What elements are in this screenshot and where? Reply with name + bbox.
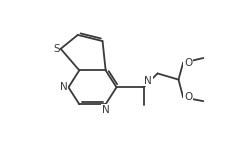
Text: O: O (184, 58, 192, 68)
Text: N: N (102, 105, 110, 115)
Text: O: O (184, 92, 192, 102)
Text: N: N (144, 76, 152, 86)
Text: N: N (60, 82, 68, 92)
Text: S: S (53, 44, 60, 54)
